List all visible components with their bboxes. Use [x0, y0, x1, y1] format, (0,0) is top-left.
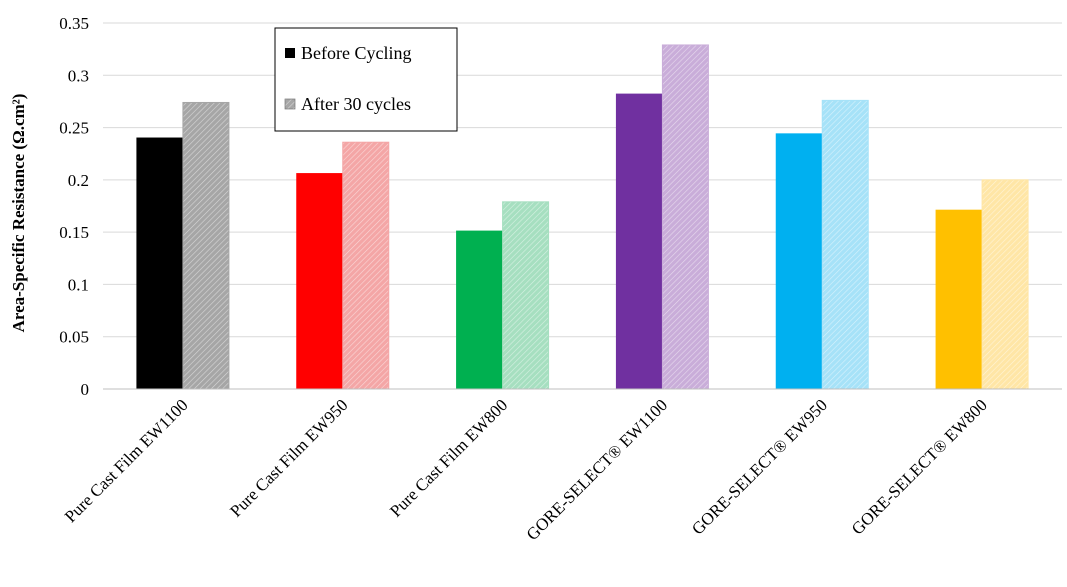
- legend-box: [274, 27, 458, 132]
- bar-before-cycling-pure-cast-film-ew1100: [136, 137, 184, 390]
- bar-before-cycling-pure-cast-film-ew950: [296, 173, 344, 390]
- y-tick-label: 0.35: [59, 14, 89, 33]
- bar-before-cycling-gore-select-ew800: [935, 209, 983, 390]
- x-category-label: GORE-SELECT® EW1100: [523, 395, 672, 544]
- bar-before-cycling-pure-cast-film-ew800: [456, 230, 504, 390]
- y-tick-label: 0.1: [68, 275, 89, 294]
- bar-after-30-cycles-pure-cast-film-ew950: [342, 141, 390, 390]
- y-axis-label: Area-Specific Resistance (Ω.cm²): [9, 94, 28, 333]
- legend-label-after-30-cycles: After 30 cycles: [301, 94, 411, 114]
- legend: Before Cycling After 30 cycles: [274, 27, 458, 132]
- x-category-label: Pure Cast Film EW950: [226, 395, 351, 520]
- y-tick-label: 0.15: [59, 223, 89, 242]
- bar-after-30-cycles-gore-select-ew1100: [661, 44, 709, 390]
- y-tick-label: 0.2: [68, 171, 89, 190]
- x-category-label: GORE-SELECT® EW800: [848, 395, 991, 538]
- y-tick-label: 0: [81, 380, 90, 399]
- legend-label-before-cycling: Before Cycling: [301, 43, 411, 63]
- bar-after-30-cycles-gore-select-ew800: [981, 179, 1029, 390]
- bars: [136, 44, 1029, 390]
- x-category-label: Pure Cast Film EW800: [386, 395, 511, 520]
- bar-after-30-cycles-pure-cast-film-ew1100: [182, 101, 230, 390]
- y-tick-label: 0.3: [68, 66, 89, 85]
- bar-before-cycling-gore-select-ew950: [775, 133, 823, 390]
- y-axis-ticks: 0 0.05 0.1 0.15 0.2 0.25 0.3 0.35: [59, 14, 89, 399]
- x-category-label: GORE-SELECT® EW950: [688, 395, 831, 538]
- legend-swatch-before-cycling: [285, 48, 295, 58]
- y-tick-label: 0.25: [59, 119, 89, 138]
- category-labels: Pure Cast Film EW1100 Pure Cast Film EW95…: [61, 395, 991, 544]
- y-tick-label: 0.05: [59, 328, 89, 347]
- bar-after-30-cycles-pure-cast-film-ew800: [502, 201, 550, 390]
- x-category-label: Pure Cast Film EW1100: [61, 395, 192, 526]
- gridlines: [103, 22, 1062, 338]
- bar-after-30-cycles-gore-select-ew950: [821, 99, 869, 390]
- legend-swatch-after-30-cycles: [284, 98, 296, 110]
- bar-before-cycling-gore-select-ew1100: [615, 93, 663, 390]
